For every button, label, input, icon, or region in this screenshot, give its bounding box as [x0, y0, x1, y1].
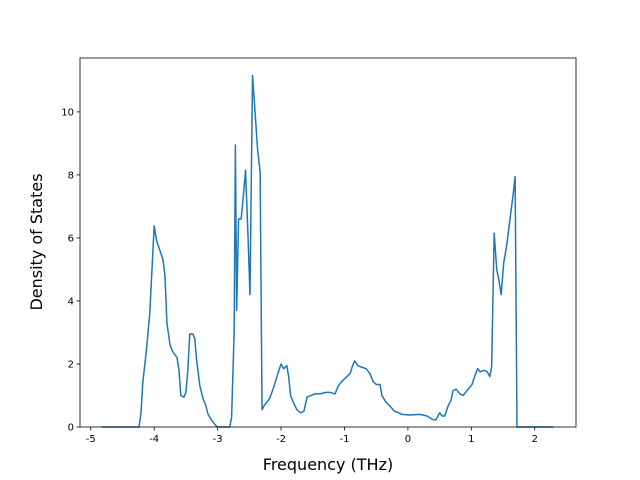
- line: [101, 74, 554, 428]
- x-tick-label: 1: [468, 434, 474, 445]
- x-tick-label: 2: [532, 434, 538, 445]
- y-tick-label: 8: [68, 170, 74, 181]
- y-tick-label: 6: [68, 233, 74, 244]
- x-axis-label: Frequency (THz): [263, 455, 393, 474]
- x-tick-label: -5: [86, 434, 96, 445]
- x-tick-label: -1: [339, 434, 349, 445]
- x-tick-label: -3: [213, 434, 223, 445]
- y-tick-label: 10: [61, 107, 74, 118]
- y-tick-label: 2: [68, 359, 74, 370]
- plot-frame: [79, 57, 577, 428]
- x-tick-label: -4: [149, 434, 159, 445]
- y-axis-label: Density of States: [27, 173, 46, 310]
- y-tick-label: 4: [68, 296, 74, 307]
- x-tick-label: 0: [405, 434, 411, 445]
- y-tick-label: 0: [68, 423, 74, 434]
- x-tick-label: -2: [276, 434, 286, 445]
